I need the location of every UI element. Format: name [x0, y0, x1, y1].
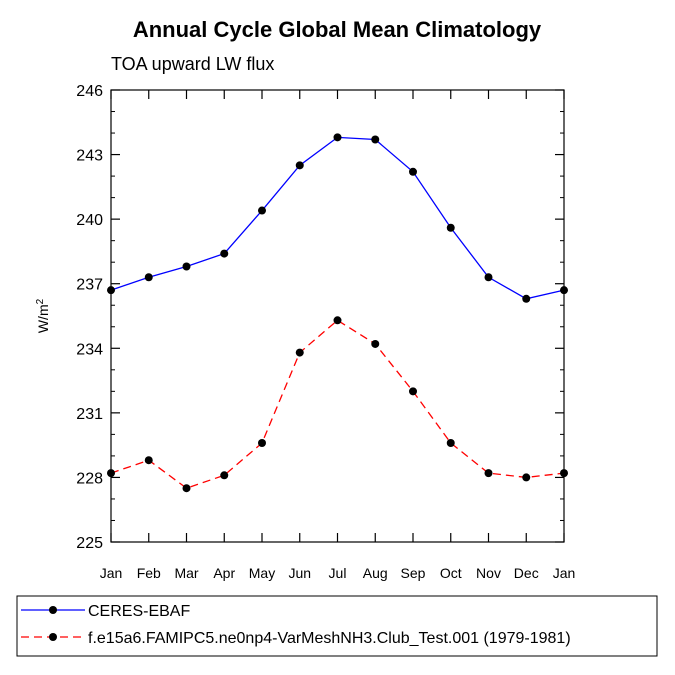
axis-ticks [110, 89, 565, 543]
legend-box [16, 595, 658, 657]
legend-item-model: f.e15a6.FAMIPC5.ne0np4-VarMeshNH3.Club_T… [21, 630, 571, 647]
data-point-series-1 [371, 339, 380, 348]
x-tick-label: Jun [288, 565, 311, 581]
data-point-series-0 [560, 286, 568, 295]
legend-swatch-model-marker [49, 633, 57, 641]
data-point-series-1 [484, 469, 493, 478]
data-point-series-0 [333, 133, 342, 142]
legend-item-ceres: CERES-EBAF [21, 603, 190, 620]
data-point-series-1 [144, 456, 153, 465]
x-tick-label: Oct [440, 565, 462, 581]
y-axis-label: W/m2 [35, 298, 52, 333]
data-point-series-0 [295, 161, 304, 170]
data-point-series-1 [522, 473, 531, 482]
data-point-series-0 [522, 294, 531, 303]
y-axis-label-superscript: 2 [35, 298, 46, 304]
data-point-series-1 [560, 469, 568, 478]
y-tick-label: 240 [76, 212, 103, 229]
x-tick-label: Mar [174, 565, 198, 581]
data-point-series-0 [107, 286, 115, 295]
series-line-0 [110, 136, 565, 300]
data-point-series-0 [446, 223, 455, 232]
x-tick-label: Dec [514, 565, 539, 581]
data-point-series-0 [258, 206, 266, 215]
data-point-series-0 [409, 167, 417, 176]
x-tick-label: Nov [476, 565, 501, 581]
legend-label-model: f.e15a6.FAMIPC5.ne0np4-VarMeshNH3.Club_T… [88, 630, 571, 647]
y-tick-label: 234 [76, 341, 103, 358]
data-point-series-1 [107, 469, 115, 478]
data-series [107, 133, 568, 493]
y-tick-label: 231 [76, 406, 103, 423]
data-point-series-0 [144, 273, 153, 282]
x-tick-label: May [249, 565, 275, 581]
data-point-series-0 [484, 273, 493, 282]
x-tick-label: Sep [401, 565, 426, 581]
data-point-series-0 [220, 249, 229, 258]
data-point-series-1 [220, 471, 229, 480]
x-tick-label: Aug [363, 565, 388, 581]
x-tick-label: Feb [137, 565, 161, 581]
y-tick-labels: 225 228 231 234 237 240 243 246 [76, 83, 103, 552]
data-point-series-0 [182, 262, 191, 271]
y-tick-label: 246 [76, 83, 103, 100]
x-tick-label: Jan [553, 565, 576, 581]
y-tick-label: 228 [76, 470, 103, 487]
data-point-series-0 [371, 135, 380, 144]
x-tick-label: Jan [100, 565, 123, 581]
chart-title: Annual Cycle Global Mean Climatology [133, 17, 542, 42]
x-tick-label: Apr [213, 565, 235, 581]
chart-subtitle: TOA upward LW flux [111, 54, 274, 74]
data-point-series-1 [295, 348, 304, 357]
data-point-series-1 [409, 387, 417, 396]
legend-label-ceres: CERES-EBAF [88, 603, 190, 620]
legend-swatch-ceres-marker [49, 606, 57, 614]
data-point-series-1 [446, 438, 455, 447]
data-point-series-1 [258, 438, 266, 447]
y-axis-label-text: W/m [35, 304, 51, 333]
series-line-1 [110, 319, 565, 489]
data-point-series-1 [333, 316, 342, 325]
x-tick-labels: Jan Feb Mar Apr May Jun Jul Aug Sep Oct Nov Dec Jan [100, 565, 576, 581]
y-tick-label: 237 [76, 277, 103, 294]
data-point-series-1 [182, 484, 191, 493]
y-tick-label: 225 [76, 535, 103, 552]
x-tick-label: Jul [329, 565, 347, 581]
svg-text:W/m2: W/m2 [35, 298, 52, 333]
y-tick-label: 243 [76, 148, 103, 165]
